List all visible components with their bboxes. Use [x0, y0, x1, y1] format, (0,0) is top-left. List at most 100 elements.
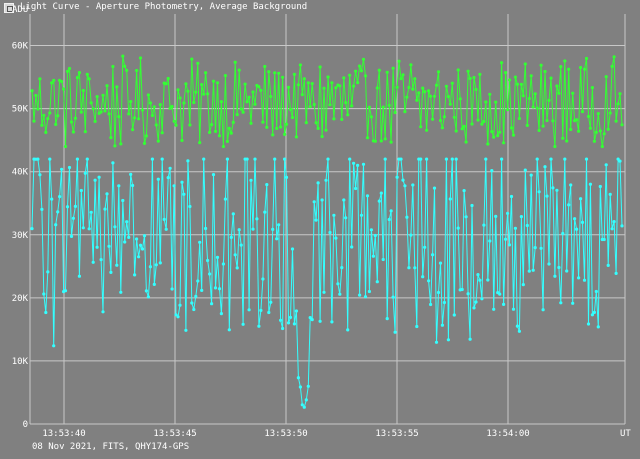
app-icon[interactable]: [4, 3, 14, 13]
data-point: [415, 324, 419, 329]
data-point: [590, 86, 595, 90]
data-point: [170, 287, 174, 291]
data-point: [474, 87, 478, 92]
data-point: [229, 235, 233, 239]
data-point: [580, 220, 585, 224]
data-point: [419, 157, 423, 161]
data-point: [565, 139, 569, 143]
data-point: [517, 329, 522, 333]
data-point: [63, 144, 68, 149]
data-point: [316, 181, 320, 185]
data-point: [206, 92, 210, 96]
data-point: [286, 85, 291, 89]
data-point: [464, 140, 468, 144]
data-point: [375, 86, 379, 90]
data-point: [164, 82, 168, 86]
data-point: [421, 86, 425, 90]
data-point: [121, 198, 125, 203]
data-point: [192, 307, 196, 312]
data-point: [350, 104, 354, 108]
data-point: [602, 132, 606, 136]
data-point: [188, 123, 192, 127]
data-point: [330, 81, 334, 85]
data-point: [513, 226, 518, 230]
data-point: [79, 110, 83, 114]
data-point: [89, 210, 93, 214]
data-point: [363, 295, 368, 299]
data-point: [580, 110, 585, 114]
data-point: [511, 307, 516, 311]
data-point: [488, 92, 492, 96]
data-point: [320, 198, 324, 202]
data-point: [567, 67, 571, 71]
data-point: [391, 295, 395, 299]
data-point: [300, 403, 304, 407]
data-point: [127, 235, 131, 239]
data-point: [186, 89, 190, 93]
data-point: [253, 157, 257, 161]
data-point: [482, 223, 486, 227]
data-point: [427, 279, 431, 283]
data-point: [166, 76, 170, 81]
data-point: [359, 69, 364, 73]
data-point: [322, 86, 326, 90]
data-point: [324, 128, 328, 132]
data-point: [363, 74, 368, 78]
data-point: [385, 317, 389, 321]
data-point: [113, 144, 117, 148]
data-point: [356, 81, 360, 85]
data-point: [507, 243, 512, 247]
data-point: [101, 310, 105, 314]
data-point: [265, 125, 269, 129]
data-point: [298, 385, 302, 389]
data-point: [354, 186, 358, 191]
data-point: [338, 292, 342, 296]
data-point: [217, 287, 222, 291]
data-point: [454, 157, 458, 161]
data-point: [257, 85, 261, 89]
data-point: [77, 71, 81, 75]
data-point: [531, 268, 535, 272]
data-point: [342, 198, 346, 202]
data-point: [306, 384, 310, 388]
data-point: [257, 324, 261, 328]
data-point: [452, 115, 456, 119]
data-point: [403, 184, 407, 188]
data-point: [34, 93, 38, 98]
data-point: [567, 203, 571, 207]
data-point: [50, 197, 54, 201]
data-point: [140, 108, 145, 112]
data-point: [225, 157, 229, 161]
data-point: [211, 173, 216, 177]
data-point: [579, 65, 583, 70]
data-point: [446, 95, 450, 99]
data-point: [565, 269, 569, 273]
data-point: [275, 237, 279, 241]
data-point: [344, 216, 348, 220]
data-point: [559, 65, 563, 69]
title-bar: Light Curve - Aperture Photometry, Avera…: [0, 0, 640, 16]
data-point: [450, 157, 454, 161]
data-point: [131, 183, 135, 188]
data-point: [480, 297, 484, 301]
x-tick-label: 13:53:55: [375, 429, 418, 439]
data-point: [509, 126, 514, 130]
data-point: [448, 197, 452, 201]
data-point: [352, 84, 356, 88]
data-point: [367, 289, 371, 294]
data-point: [154, 123, 158, 127]
data-point: [249, 178, 253, 182]
data-point: [56, 210, 60, 214]
data-point: [334, 236, 338, 240]
data-point: [383, 157, 387, 161]
data-point: [129, 100, 133, 104]
data-point: [393, 110, 397, 115]
data-point: [346, 113, 350, 117]
data-point: [484, 100, 488, 104]
data-point: [361, 57, 366, 62]
data-point: [537, 128, 541, 132]
data-point: [75, 76, 79, 80]
data-point: [555, 188, 559, 192]
data-point: [488, 239, 492, 243]
